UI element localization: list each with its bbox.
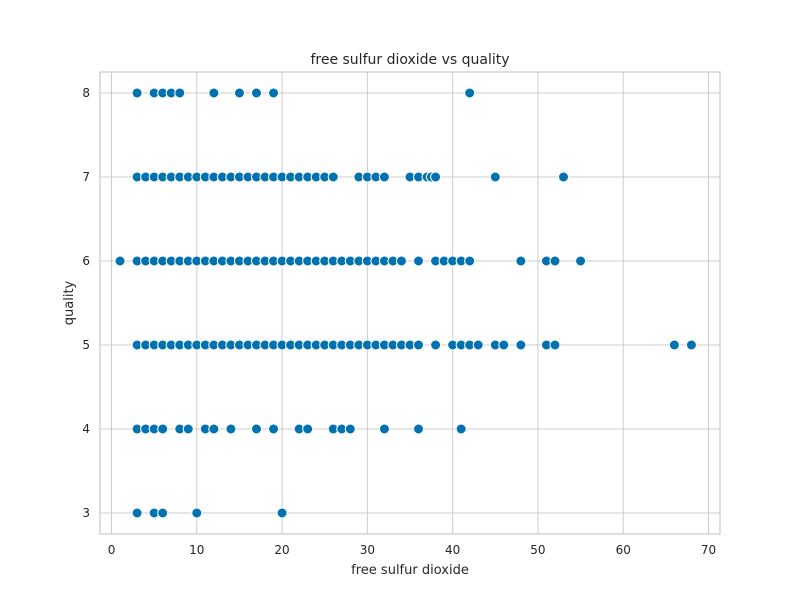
plot-background: [100, 72, 720, 534]
data-point: [413, 255, 425, 267]
data-point: [157, 507, 169, 519]
y-tick-label: 5: [82, 338, 90, 352]
data-point: [455, 423, 467, 435]
x-tick-label: 30: [360, 543, 375, 557]
data-point: [131, 87, 143, 99]
x-tick-label: 50: [530, 543, 545, 557]
data-point: [208, 423, 220, 435]
data-point: [685, 339, 697, 351]
data-point: [131, 507, 143, 519]
data-point: [114, 255, 126, 267]
x-tick-label: 70: [701, 543, 716, 557]
data-point: [498, 339, 510, 351]
data-point: [549, 339, 561, 351]
data-point: [413, 339, 425, 351]
data-point: [472, 339, 484, 351]
data-point: [489, 171, 501, 183]
data-point: [378, 423, 390, 435]
data-point: [549, 255, 561, 267]
y-axis-label: quality: [62, 280, 77, 325]
data-point: [250, 423, 262, 435]
chart-title: free sulfur dioxide vs quality: [310, 52, 509, 68]
data-point: [250, 87, 262, 99]
data-point: [395, 255, 407, 267]
x-tick-label: 10: [189, 543, 204, 557]
y-tick-label: 3: [82, 506, 90, 520]
data-point: [344, 423, 356, 435]
data-point: [191, 507, 203, 519]
data-point: [233, 87, 245, 99]
x-tick-label: 20: [274, 543, 289, 557]
data-points: [114, 87, 697, 519]
x-axis-label: free sulfur dioxide: [351, 563, 469, 578]
data-point: [464, 87, 476, 99]
y-tick-label: 6: [82, 254, 90, 268]
data-point: [515, 255, 527, 267]
data-point: [413, 423, 425, 435]
data-point: [276, 507, 288, 519]
y-tick-label: 8: [82, 86, 90, 100]
y-tick-labels: 3 4 5 6 7 8: [82, 86, 90, 520]
data-point: [668, 339, 680, 351]
data-point: [268, 87, 280, 99]
data-point: [302, 423, 314, 435]
data-point: [157, 423, 169, 435]
data-point: [575, 255, 587, 267]
data-point: [208, 87, 220, 99]
x-tick-label: 40: [445, 543, 460, 557]
data-point: [327, 171, 339, 183]
x-tick-labels: 0 10 20 30 40 50 60 70: [108, 543, 716, 557]
data-point: [515, 339, 527, 351]
y-tick-label: 4: [82, 422, 90, 436]
y-tick-label: 7: [82, 170, 90, 184]
x-tick-label: 60: [616, 543, 631, 557]
data-point: [464, 255, 476, 267]
data-point: [430, 339, 442, 351]
data-point: [174, 87, 186, 99]
data-point: [182, 423, 194, 435]
data-point: [430, 171, 442, 183]
data-point: [558, 171, 570, 183]
data-point: [225, 423, 237, 435]
data-point: [268, 423, 280, 435]
x-tick-label: 0: [108, 543, 116, 557]
plot-frame: [99, 71, 721, 535]
data-point: [378, 171, 390, 183]
